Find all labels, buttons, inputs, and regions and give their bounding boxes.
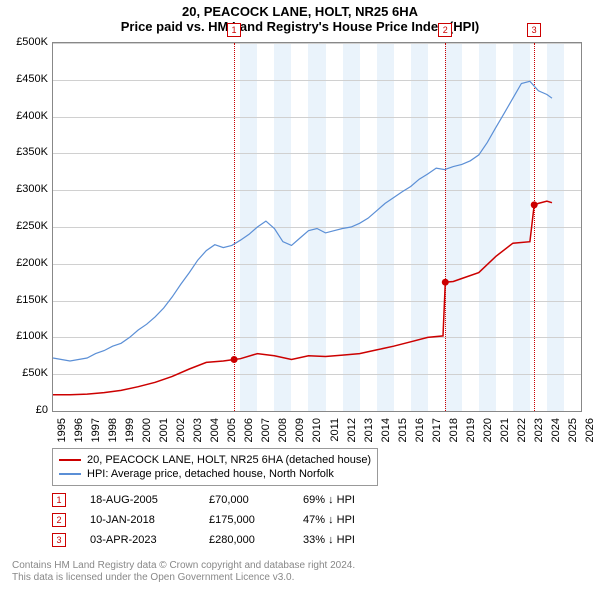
- x-axis-label: 2018: [448, 418, 460, 448]
- x-axis-label: 2004: [209, 418, 221, 448]
- transaction-date: 10-JAN-2018: [90, 514, 185, 526]
- legend-item: 20, PEACOCK LANE, HOLT, NR25 6HA (detach…: [59, 453, 371, 467]
- x-axis-label: 2008: [277, 418, 289, 448]
- x-axis-label: 2021: [499, 418, 511, 448]
- x-axis-label: 2014: [380, 418, 392, 448]
- x-axis-label: 2020: [482, 418, 494, 448]
- x-axis-label: 2009: [294, 418, 306, 448]
- legend-label: HPI: Average price, detached house, Nort…: [87, 467, 334, 481]
- x-axis-label: 1996: [73, 418, 85, 448]
- x-axis-label: 2019: [465, 418, 477, 448]
- transaction-price: £175,000: [209, 514, 279, 526]
- transaction-diff: 47% ↓ HPI: [303, 514, 383, 526]
- x-axis-label: 2003: [192, 418, 204, 448]
- footer-line: Contains HM Land Registry data © Crown c…: [12, 560, 355, 572]
- y-axis-label: £50K: [2, 367, 48, 379]
- legend-swatch-red: [59, 459, 81, 461]
- x-axis-label: 2015: [397, 418, 409, 448]
- x-axis-label: 2012: [346, 418, 358, 448]
- x-axis-label: 2024: [550, 418, 562, 448]
- transaction-date: 03-APR-2023: [90, 534, 185, 546]
- x-axis-label: 2022: [516, 418, 528, 448]
- y-axis-label: £250K: [2, 220, 48, 232]
- legend-swatch-blue: [59, 473, 81, 475]
- legend: 20, PEACOCK LANE, HOLT, NR25 6HA (detach…: [52, 448, 378, 486]
- x-axis-label: 2011: [329, 418, 341, 448]
- x-axis-label: 1998: [107, 418, 119, 448]
- y-axis-label: £450K: [2, 73, 48, 85]
- transaction-diff: 69% ↓ HPI: [303, 494, 383, 506]
- chart-lines: [53, 43, 581, 411]
- chart-marker-icon: 3: [527, 23, 541, 37]
- x-axis-label: 2016: [414, 418, 426, 448]
- transaction-date: 18-AUG-2005: [90, 494, 185, 506]
- footer-attribution: Contains HM Land Registry data © Crown c…: [12, 560, 355, 584]
- chart-subtitle: Price paid vs. HM Land Registry's House …: [0, 19, 600, 38]
- transaction-price: £70,000: [209, 494, 279, 506]
- table-row: 1 18-AUG-2005 £70,000 69% ↓ HPI: [52, 490, 383, 510]
- marker-icon: 2: [52, 513, 66, 527]
- chart-marker-icon: 2: [438, 23, 452, 37]
- y-axis-label: £400K: [2, 110, 48, 122]
- y-axis-label: £150K: [2, 294, 48, 306]
- marker-icon: 3: [52, 533, 66, 547]
- x-axis-label: 2010: [311, 418, 323, 448]
- x-axis-label: 2013: [363, 418, 375, 448]
- x-axis-label: 2005: [226, 418, 238, 448]
- x-axis-label: 1997: [90, 418, 102, 448]
- legend-label: 20, PEACOCK LANE, HOLT, NR25 6HA (detach…: [87, 453, 371, 467]
- x-axis-label: 2007: [260, 418, 272, 448]
- chart-title: 20, PEACOCK LANE, HOLT, NR25 6HA: [0, 0, 600, 19]
- y-axis-label: £0: [2, 404, 48, 416]
- x-axis-label: 2026: [584, 418, 596, 448]
- y-axis-label: £200K: [2, 257, 48, 269]
- y-axis-label: £500K: [2, 36, 48, 48]
- x-axis-label: 2001: [158, 418, 170, 448]
- x-axis-label: 2017: [431, 418, 443, 448]
- table-row: 2 10-JAN-2018 £175,000 47% ↓ HPI: [52, 510, 383, 530]
- x-axis-label: 2006: [243, 418, 255, 448]
- y-axis-label: £100K: [2, 330, 48, 342]
- legend-item: HPI: Average price, detached house, Nort…: [59, 467, 371, 481]
- x-axis-label: 2025: [567, 418, 579, 448]
- y-axis-label: £300K: [2, 183, 48, 195]
- x-axis-label: 2000: [141, 418, 153, 448]
- x-axis-label: 1999: [124, 418, 136, 448]
- marker-icon: 1: [52, 493, 66, 507]
- transaction-diff: 33% ↓ HPI: [303, 534, 383, 546]
- table-row: 3 03-APR-2023 £280,000 33% ↓ HPI: [52, 530, 383, 550]
- transaction-table: 1 18-AUG-2005 £70,000 69% ↓ HPI 2 10-JAN…: [52, 490, 383, 550]
- chart-plot-area: 123: [52, 42, 582, 412]
- chart-marker-icon: 1: [227, 23, 241, 37]
- x-axis-label: 2023: [533, 418, 545, 448]
- x-axis-label: 2002: [175, 418, 187, 448]
- y-axis-label: £350K: [2, 146, 48, 158]
- x-axis-label: 1995: [56, 418, 68, 448]
- transaction-price: £280,000: [209, 534, 279, 546]
- footer-line: This data is licensed under the Open Gov…: [12, 572, 355, 584]
